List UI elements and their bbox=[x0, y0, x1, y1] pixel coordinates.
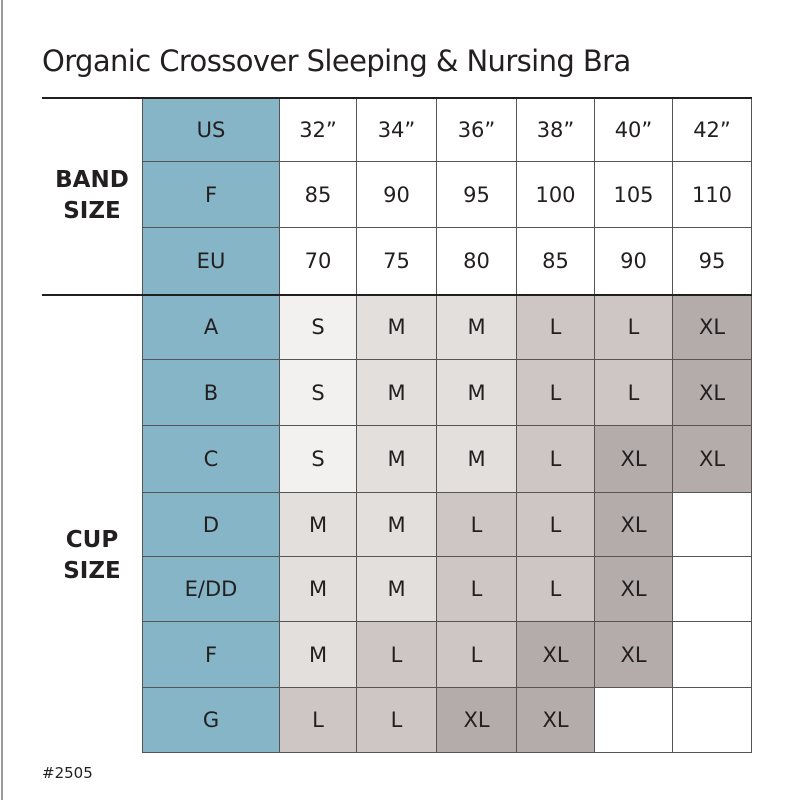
band-size-cell: 34” bbox=[357, 98, 437, 162]
size-cell: XL bbox=[517, 688, 595, 753]
size-cell: XL bbox=[517, 622, 595, 688]
size-cell: L bbox=[517, 426, 595, 493]
size-cell: XL bbox=[595, 622, 673, 688]
row-label-cell: EU bbox=[142, 228, 280, 295]
section-divider bbox=[42, 294, 752, 296]
size-cell: S bbox=[280, 426, 357, 493]
band-size-cell: 42” bbox=[673, 98, 752, 162]
band-size-cell: 110 bbox=[673, 162, 752, 228]
cup-label-line1: CUP bbox=[65, 527, 119, 553]
size-cell: M bbox=[357, 426, 437, 493]
size-cell: M bbox=[280, 493, 357, 557]
band-size-cell: 105 bbox=[595, 162, 673, 228]
band-size-cell: 95 bbox=[437, 162, 517, 228]
size-cell: L bbox=[595, 295, 673, 360]
band-size-cell: 90 bbox=[357, 162, 437, 228]
size-cell: L bbox=[437, 557, 517, 622]
band-size-group-label: BAND SIZE bbox=[42, 165, 142, 229]
size-cell: M bbox=[437, 426, 517, 493]
band-size-cell: 36” bbox=[437, 98, 517, 162]
size-cell: S bbox=[280, 360, 357, 426]
size-cell: XL bbox=[673, 360, 752, 426]
size-cell: XL bbox=[595, 426, 673, 493]
size-cell: M bbox=[280, 557, 357, 622]
size-cell: M bbox=[357, 295, 437, 360]
size-cell: XL bbox=[595, 557, 673, 622]
band-size-cell: 100 bbox=[517, 162, 595, 228]
size-cell: L bbox=[517, 295, 595, 360]
size-cell: L bbox=[517, 360, 595, 426]
size-cell: M bbox=[357, 557, 437, 622]
size-cell: L bbox=[357, 688, 437, 753]
size-cell: L bbox=[517, 557, 595, 622]
page-edge bbox=[1, 0, 3, 800]
table-bottom-border bbox=[142, 752, 752, 753]
size-cell: XL bbox=[673, 295, 752, 360]
row-label-cell: A bbox=[142, 295, 280, 360]
size-cell: XL bbox=[673, 426, 752, 493]
size-cell bbox=[673, 622, 752, 688]
size-cell: L bbox=[595, 360, 673, 426]
row-label-cell: C bbox=[142, 426, 280, 493]
row-label-cell: E/DD bbox=[142, 557, 280, 622]
size-cell: L bbox=[357, 622, 437, 688]
size-cell: M bbox=[357, 493, 437, 557]
row-label-cell: D bbox=[142, 493, 280, 557]
row-label-cell: US bbox=[142, 98, 280, 162]
product-number: #2505 bbox=[42, 764, 93, 782]
size-cell bbox=[673, 493, 752, 557]
row-label-cell: F bbox=[142, 622, 280, 688]
band-size-cell: 75 bbox=[357, 228, 437, 295]
band-size-cell: 70 bbox=[280, 228, 357, 295]
size-cell: XL bbox=[437, 688, 517, 753]
size-cell: M bbox=[437, 295, 517, 360]
band-size-cell: 95 bbox=[673, 228, 752, 295]
row-label-cell: G bbox=[142, 688, 280, 753]
size-cell: XL bbox=[595, 493, 673, 557]
size-cell: L bbox=[517, 493, 595, 557]
size-cell: S bbox=[280, 295, 357, 360]
band-size-cell: 32” bbox=[280, 98, 357, 162]
size-cell bbox=[673, 688, 752, 753]
row-label-cell: F bbox=[142, 162, 280, 228]
band-size-cell: 80 bbox=[437, 228, 517, 295]
band-size-cell: 90 bbox=[595, 228, 673, 295]
page-title: Organic Crossover Sleeping & Nursing Bra bbox=[42, 44, 631, 78]
table-top-border bbox=[42, 97, 752, 99]
band-size-cell: 40” bbox=[595, 98, 673, 162]
cup-label-line2: SIZE bbox=[63, 558, 121, 584]
size-cell: L bbox=[437, 622, 517, 688]
size-cell: M bbox=[357, 360, 437, 426]
size-cell bbox=[673, 557, 752, 622]
size-cell: M bbox=[437, 360, 517, 426]
band-label-line1: BAND bbox=[55, 167, 129, 193]
size-cell: L bbox=[280, 688, 357, 753]
band-size-cell: 85 bbox=[280, 162, 357, 228]
band-size-cell: 85 bbox=[517, 228, 595, 295]
size-cell: L bbox=[437, 493, 517, 557]
cup-size-group-label: CUP SIZE bbox=[42, 525, 142, 589]
row-label-cell: B bbox=[142, 360, 280, 426]
band-label-line2: SIZE bbox=[63, 198, 121, 224]
band-size-cell: 38” bbox=[517, 98, 595, 162]
size-cell: M bbox=[280, 622, 357, 688]
size-cell bbox=[595, 688, 673, 753]
